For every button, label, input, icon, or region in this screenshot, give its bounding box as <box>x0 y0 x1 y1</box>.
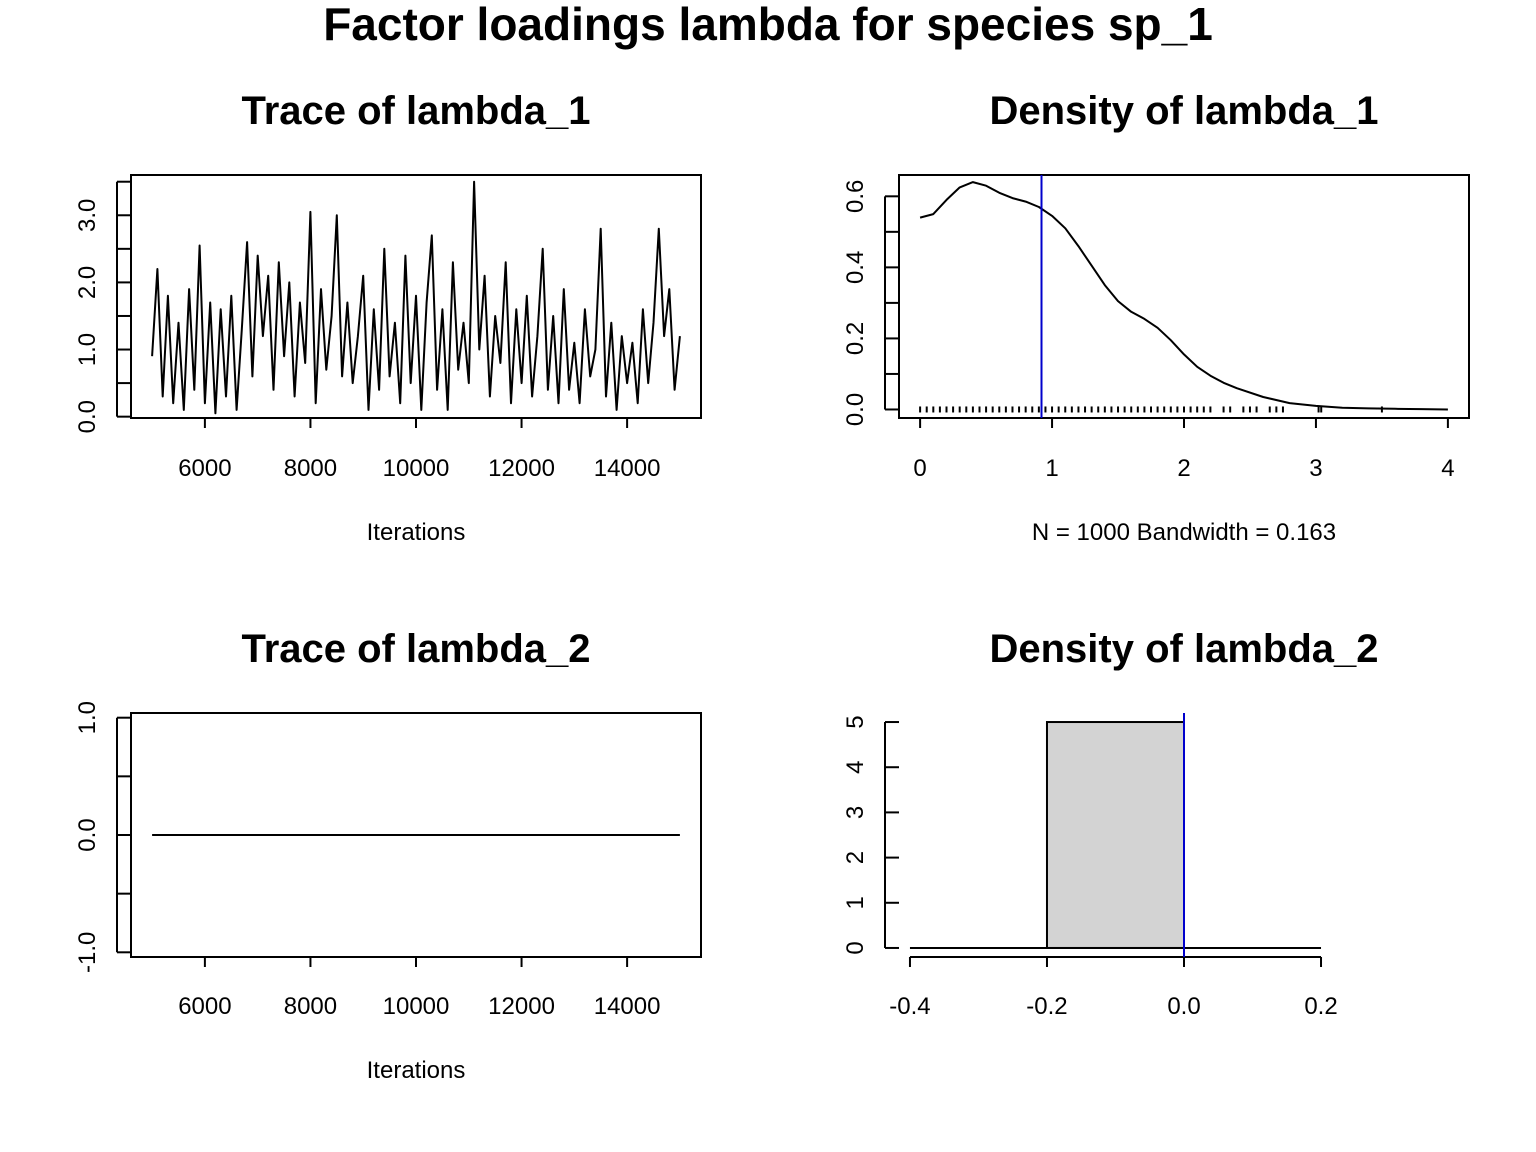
x-tick-label: 6000 <box>178 993 231 1020</box>
x-axis: 6000 8000 10000 12000 14000 <box>178 956 661 1020</box>
y-tick-label: 4 <box>842 761 869 774</box>
y-tick-label: 0.0 <box>842 393 869 426</box>
panel-title: Density of lambda_1 <box>989 89 1378 133</box>
x-tick-label: 3 <box>1309 455 1322 482</box>
panel-title: Trace of lambda_1 <box>241 89 590 133</box>
x-tick-label: 12000 <box>488 993 555 1020</box>
x-axis: 6000 8000 10000 12000 14000 <box>178 417 661 482</box>
y-tick-label: 5 <box>842 715 869 728</box>
panel-title: Trace of lambda_2 <box>241 627 590 671</box>
rug-marks <box>919 406 1383 413</box>
x-tick-label: 0 <box>913 455 926 482</box>
y-axis: 0.0 0.2 0.4 0.6 <box>842 180 899 426</box>
y-tick-label: 0.2 <box>842 322 869 355</box>
x-axis: 0 1 2 3 4 <box>913 417 1455 482</box>
y-tick-label: 2.0 <box>74 266 101 299</box>
x-tick-label: 6000 <box>178 455 231 482</box>
y-axis: -1.0 0.0 1.0 <box>74 701 131 973</box>
x-tick-label: 14000 <box>594 455 661 482</box>
main-title: Factor loadings lambda for species sp_1 <box>323 0 1213 50</box>
y-tick-label: 3.0 <box>74 199 101 232</box>
x-axis-label: N = 1000 Bandwidth = 0.163 <box>1032 519 1336 546</box>
y-tick-label: 1 <box>842 896 869 909</box>
x-axis-label: Iterations <box>367 1057 466 1084</box>
y-axis: 0 1 2 3 4 5 <box>842 715 899 955</box>
x-tick-label: 8000 <box>284 455 337 482</box>
x-tick-label: 4 <box>1441 455 1454 482</box>
y-tick-label: 1.0 <box>74 701 101 734</box>
x-tick-label: 10000 <box>383 993 450 1020</box>
x-tick-label: 8000 <box>284 993 337 1020</box>
trace-lambda-1-panel: Trace of lambda_1 6000 8000 10000 12000 14000… <box>74 89 702 546</box>
x-tick-label: 14000 <box>594 993 661 1020</box>
y-tick-label: 0.0 <box>74 400 101 433</box>
y-axis: 0.0 1.0 2.0 3.0 <box>74 180 131 433</box>
y-tick-label: 0.0 <box>74 818 101 851</box>
y-tick-label: 3 <box>842 806 869 819</box>
series-line <box>151 180 681 415</box>
y-tick-label: 0 <box>842 941 869 954</box>
y-tick-label: 1.0 <box>74 333 101 366</box>
density-lambda-2-panel: Density of lambda_2 -0.4 -0.2 0.0 0.2 0 1 2 3 4 5 <box>842 627 1379 1020</box>
x-axis: -0.4 -0.2 0.0 0.2 <box>889 956 1338 1020</box>
x-tick-label: 0.0 <box>1167 993 1200 1020</box>
x-axis-label: Iterations <box>367 519 466 546</box>
panel-title: Density of lambda_2 <box>989 627 1378 671</box>
y-tick-label: -1.0 <box>74 932 101 973</box>
y-tick-label: 0.4 <box>842 251 869 284</box>
x-tick-label: 12000 <box>488 455 555 482</box>
x-tick-label: 2 <box>1177 455 1190 482</box>
trace-lambda-2-panel: Trace of lambda_2 6000 8000 10000 12000 14000… <box>74 627 702 1084</box>
density-lambda-1-panel: Density of lambda_1 0 1 2 3 4 0.0 0.2 0.4 0.6 N = … <box>842 89 1470 546</box>
series-line <box>919 181 1448 411</box>
y-tick-label: 2 <box>842 851 869 864</box>
x-tick-label: -0.4 <box>889 993 930 1020</box>
y-tick-label: 0.6 <box>842 180 869 213</box>
histogram-bar <box>1045 721 1185 949</box>
plot-frame <box>898 174 1470 419</box>
x-tick-label: 10000 <box>383 455 450 482</box>
x-tick-label: -0.2 <box>1026 993 1067 1020</box>
x-tick-label: 1 <box>1045 455 1058 482</box>
x-tick-label: 0.2 <box>1304 993 1337 1020</box>
